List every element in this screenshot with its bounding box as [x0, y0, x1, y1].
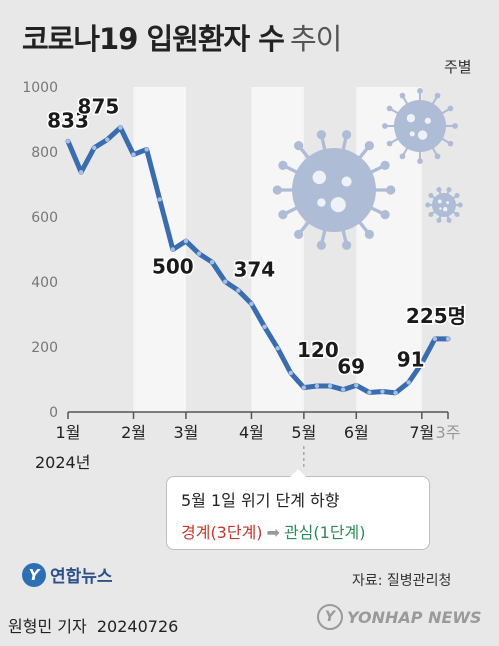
callout-headline: 5월 1일 위기 단계 하향	[181, 491, 340, 510]
yonhap-logo: Y 연합뉴스	[22, 562, 113, 587]
data-point	[406, 380, 411, 385]
policy-callout: 5월 1일 위기 단계 하향 경계(3단계) ➡ 관심(1단계)	[166, 476, 430, 550]
data-point	[314, 383, 320, 389]
data-point	[445, 336, 451, 342]
data-point	[92, 145, 97, 150]
data-label: 374	[233, 257, 275, 281]
data-point	[118, 125, 123, 130]
data-label: 500	[152, 255, 194, 279]
data-point	[105, 137, 110, 142]
data-point	[131, 152, 136, 157]
reporter-name: 원형민 기자	[8, 617, 87, 636]
publish-date: 20240726	[96, 617, 179, 636]
data-point	[183, 238, 189, 244]
virus-large-icon	[272, 130, 396, 250]
data-point	[432, 336, 438, 342]
data-point	[65, 139, 71, 144]
data-label: 225명	[406, 304, 466, 328]
data-point	[196, 251, 202, 256]
callout-change: 경계(3단계) ➡ 관심(1단계)	[181, 519, 366, 543]
logo-mark: Y	[22, 562, 46, 587]
data-point	[157, 197, 162, 202]
data-point	[249, 301, 254, 306]
data-point	[275, 346, 280, 351]
watermark-mark: Y	[317, 604, 343, 630]
data-point	[223, 279, 228, 284]
frequency-label: 주별	[444, 58, 472, 76]
x-tick-label: 3주	[436, 423, 461, 442]
x-tick-label: 6월	[344, 423, 369, 442]
title-main: 코로나19 입원환자 수	[22, 22, 285, 56]
level-to: 관심(1단계)	[283, 523, 366, 542]
y-tick-label: 200	[31, 340, 58, 356]
callout-pointer	[290, 469, 306, 477]
level-from: 경계(3단계)	[181, 523, 263, 542]
source-label: 자료: 질병관리청	[352, 573, 452, 589]
x-tick-label: 5월	[291, 423, 316, 442]
arrow-right-icon: ➡	[266, 523, 280, 542]
y-tick-label: 600	[31, 210, 58, 226]
chart-title: 코로나19 입원환자 수 추이	[22, 16, 342, 58]
data-point	[209, 259, 215, 265]
virus-medium-icon	[382, 88, 458, 164]
month-band	[251, 87, 304, 412]
byline: 원형민 기자 20240726	[8, 613, 178, 637]
x-tick-label: 2월	[121, 423, 146, 442]
logo-text: 연합뉴스	[50, 567, 113, 587]
data-label: 833	[47, 108, 89, 132]
data-label: 875	[78, 95, 120, 119]
y-tick-label: 1000	[22, 80, 58, 96]
data-point	[78, 169, 84, 175]
x-tick-label: 1월	[56, 423, 81, 442]
x-tick-label: 4월	[239, 423, 264, 442]
data-point	[301, 385, 307, 390]
data-label: 69	[337, 355, 365, 379]
data-point	[393, 390, 398, 396]
month-band	[133, 87, 186, 412]
data-point	[380, 389, 385, 394]
title-sub: 추이	[290, 22, 342, 56]
data-point	[170, 247, 176, 252]
data-point	[144, 147, 149, 152]
data-point	[340, 387, 346, 392]
watermark: Y YONHAP NEWS	[317, 604, 482, 630]
y-tick-label: 800	[31, 145, 58, 161]
data-point	[419, 361, 424, 366]
data-point	[236, 288, 241, 293]
data-point	[327, 383, 333, 389]
data-point	[288, 370, 293, 376]
y-tick-label: 0	[49, 405, 58, 421]
data-label: 91	[397, 347, 425, 371]
virus-small-icon	[425, 187, 463, 223]
watermark-text: YONHAP NEWS	[347, 607, 482, 627]
data-point	[354, 383, 359, 388]
x-tick-label: 3월	[173, 423, 198, 442]
data-point	[367, 390, 372, 395]
y-tick-label: 400	[31, 275, 58, 291]
data-point	[262, 324, 267, 330]
x-tick-label: 7월	[409, 423, 434, 442]
year-label: 2024년	[35, 453, 91, 472]
data-label: 120	[297, 338, 339, 362]
